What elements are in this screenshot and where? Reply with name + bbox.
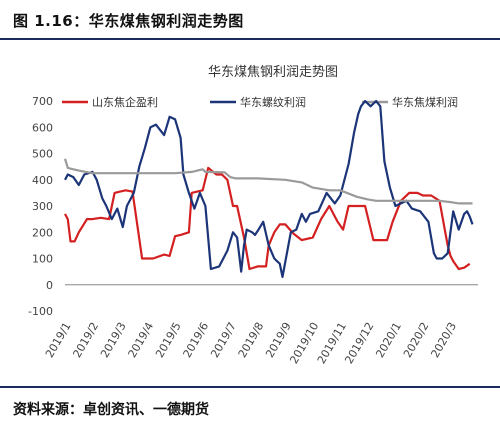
- x-axis: 2019/12019/22019/32019/42019/52019/62019…: [43, 284, 478, 366]
- y-tick-label: 700: [32, 95, 53, 108]
- x-tick-label: 2019/6: [181, 320, 212, 360]
- series-layer: [63, 99, 474, 278]
- legend-label: 华东螺纹利润: [240, 95, 306, 109]
- y-axis: -100 0 100 200 300 400 500 600 700: [28, 95, 53, 318]
- figure-source: 资料来源：卓创资讯、一德期货: [13, 402, 209, 418]
- y-tick-label: 500: [32, 148, 53, 161]
- chart-title: 华东煤焦钢利润走势图: [208, 64, 338, 80]
- legend-label: 山东焦企盈利: [92, 95, 158, 109]
- y-tick-label: 0: [46, 279, 53, 292]
- x-tick-label: 2020/2: [401, 320, 432, 360]
- chart-legend: 山东焦企盈利 华东螺纹利润 华东焦煤利润: [62, 95, 458, 109]
- x-tick-label: 2019/4: [126, 320, 157, 360]
- figure-header: 图 1.16：华东煤焦钢利润走势图: [0, 0, 500, 40]
- series-line-0: [64, 166, 471, 271]
- x-tick-label: 2020/1: [373, 320, 404, 360]
- x-tick-label: 2019/9: [263, 320, 294, 360]
- y-tick-label: 200: [32, 226, 53, 239]
- x-tick-label: 2019/2: [71, 320, 102, 360]
- series-line-2: [63, 158, 473, 205]
- legend-label: 华东焦煤利润: [392, 95, 458, 109]
- x-tick-label: 2019/3: [98, 320, 129, 360]
- y-tick-label: 100: [32, 253, 53, 266]
- y-tick-label: 300: [32, 200, 53, 213]
- x-tick-label: 2019/5: [153, 320, 184, 360]
- x-tick-label: 2020/3: [428, 320, 459, 360]
- y-tick-label: 400: [32, 174, 53, 187]
- figure-footer: 资料来源：卓创资讯、一德期货: [0, 386, 500, 429]
- series-line-1: [64, 99, 474, 278]
- x-tick-label: 2019/8: [236, 320, 267, 360]
- y-tick-label: -100: [28, 305, 53, 318]
- profit-trend-chart: 华东煤焦钢利润走势图 山东焦企盈利 华东螺纹利润 华东焦煤利润 -100 0 100 20…: [28, 64, 478, 366]
- y-tick-label: 600: [32, 121, 53, 134]
- figure-title: 图 1.16：华东煤焦钢利润走势图: [13, 12, 244, 30]
- x-tick-label: 2019/1: [43, 320, 74, 360]
- x-tick-label: 2019/7: [208, 320, 239, 360]
